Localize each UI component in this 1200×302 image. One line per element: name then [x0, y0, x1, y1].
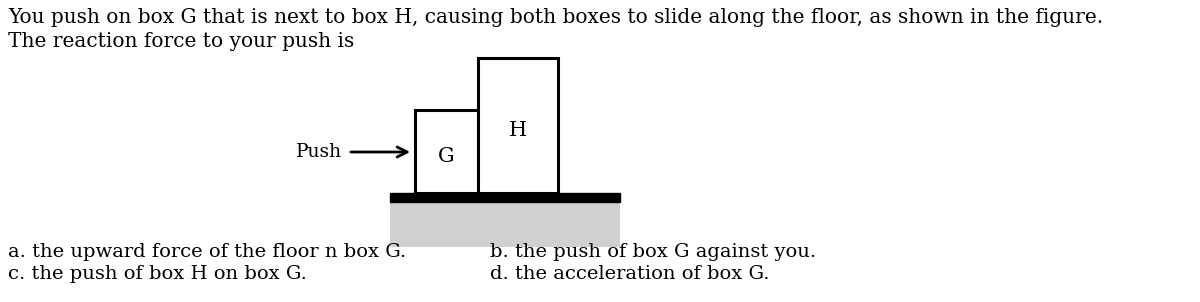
Text: You push on box G that is next to box H, causing both boxes to slide along the f: You push on box G that is next to box H,…: [8, 8, 1103, 27]
Bar: [415, 110, 478, 193]
Bar: [390, 193, 620, 202]
Text: d. the acceleration of box G.: d. the acceleration of box G.: [490, 265, 769, 283]
Text: Push: Push: [296, 143, 342, 161]
Bar: [390, 202, 620, 247]
Text: a. the upward force of the floor n box G.: a. the upward force of the floor n box G…: [8, 243, 407, 261]
Text: G: G: [438, 147, 455, 166]
Text: c. the push of box H on box G.: c. the push of box H on box G.: [8, 265, 307, 283]
Text: The reaction force to your push is: The reaction force to your push is: [8, 32, 354, 51]
Bar: [478, 58, 558, 193]
Text: H: H: [509, 121, 527, 140]
Text: b. the push of box G against you.: b. the push of box G against you.: [490, 243, 816, 261]
